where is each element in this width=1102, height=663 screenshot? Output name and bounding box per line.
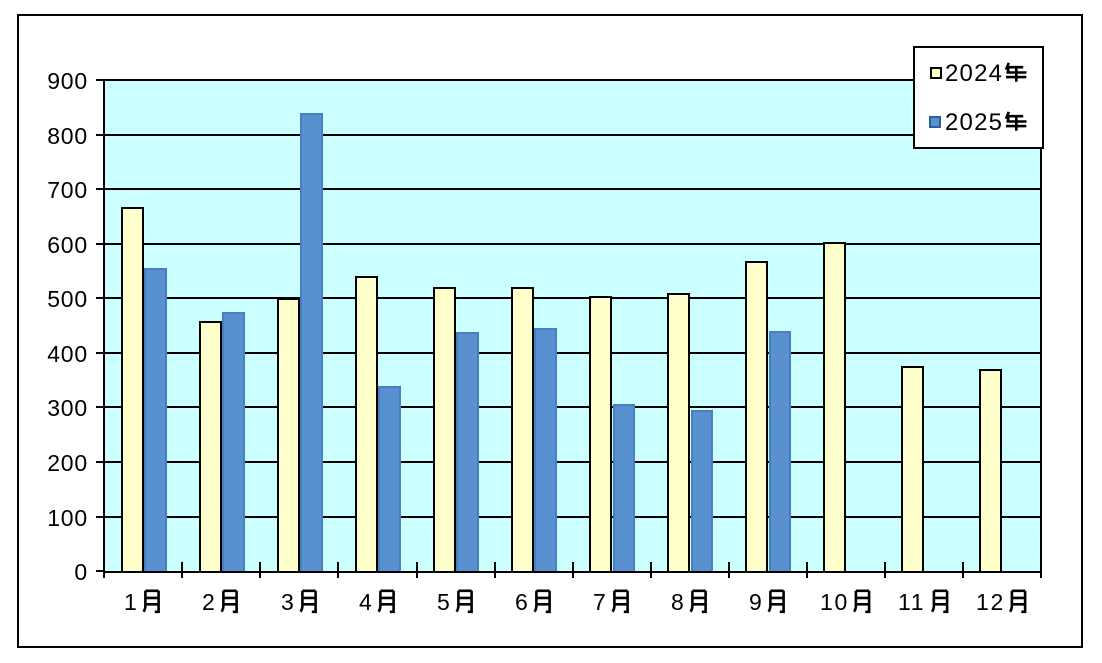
svg-text:12: 12 <box>976 589 1005 615</box>
svg-text:4: 4 <box>359 589 372 615</box>
svg-text:3: 3 <box>281 589 294 615</box>
svg-text:9: 9 <box>749 589 762 615</box>
svg-text:1: 1 <box>124 589 137 615</box>
svg-text:10: 10 <box>820 589 849 615</box>
svg-text:11: 11 <box>898 589 925 615</box>
svg-text:5: 5 <box>437 589 450 615</box>
svg-text:2024: 2024 <box>945 60 1003 87</box>
svg-text:2025: 2025 <box>945 109 1003 136</box>
svg-text:7: 7 <box>593 589 606 615</box>
svg-text:8: 8 <box>671 589 684 615</box>
svg-text:6: 6 <box>515 589 528 615</box>
svg-text:2: 2 <box>202 589 215 615</box>
